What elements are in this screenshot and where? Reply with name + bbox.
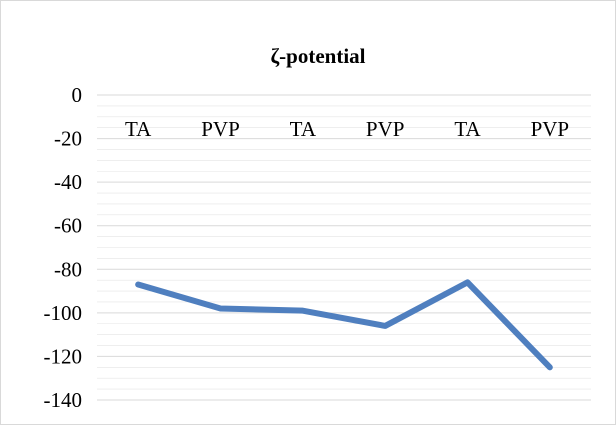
- x-category-label: TA: [125, 117, 152, 141]
- series-line: [135, 279, 553, 371]
- x-category-label: TA: [454, 117, 481, 141]
- y-tick-label: 0: [72, 83, 83, 107]
- y-tick-label: -100: [44, 301, 83, 325]
- y-tick-label: -20: [54, 127, 82, 151]
- y-tick-label: -140: [44, 388, 83, 412]
- x-axis-categories: TA PVP TA PVP TA PVP: [125, 117, 569, 141]
- x-category-label: PVP: [201, 117, 240, 141]
- x-category-label: TA: [290, 117, 317, 141]
- gridlines: [97, 94, 591, 401]
- y-tick-label: -60: [54, 214, 82, 238]
- y-tick-label: -120: [44, 344, 83, 368]
- chart-title: ζ-potential: [270, 44, 365, 68]
- series-group: [135, 279, 553, 371]
- y-axis-ticks: 0 -20 -40 -60 -80 -100 -120 -140: [44, 83, 83, 412]
- x-category-label: PVP: [366, 117, 405, 141]
- x-category-label: PVP: [531, 117, 570, 141]
- y-tick-label: -80: [54, 257, 82, 281]
- y-tick-label: -40: [54, 170, 82, 194]
